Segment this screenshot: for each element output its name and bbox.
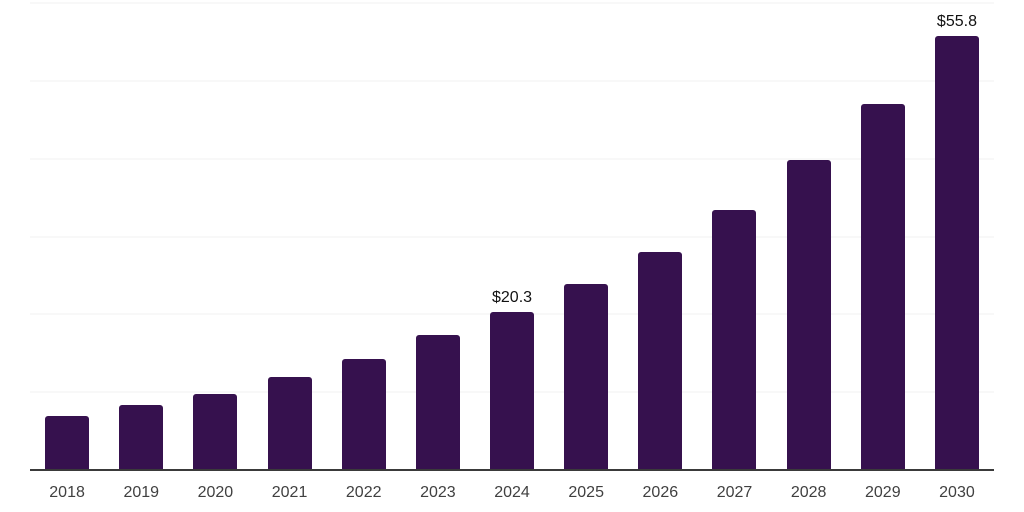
bar-slot-2024: $20.3 bbox=[475, 3, 549, 470]
bar-value-label-2024: $20.3 bbox=[491, 289, 533, 306]
x-tick-label-2025: 2025 bbox=[568, 484, 604, 501]
x-tick-label-2018: 2018 bbox=[49, 484, 85, 501]
bar-2020 bbox=[193, 393, 238, 470]
bar-slot-2025 bbox=[549, 3, 623, 470]
bar-slot-2018 bbox=[30, 3, 104, 470]
bar-2029 bbox=[860, 104, 905, 470]
bar-slot-2026 bbox=[623, 3, 697, 470]
plot-area: $20.3 $55.8 bbox=[30, 2, 994, 470]
bar-slot-2021 bbox=[252, 3, 326, 470]
bar-2023 bbox=[415, 335, 460, 470]
x-tick-label-2022: 2022 bbox=[345, 484, 382, 501]
bar-slot-2029 bbox=[846, 3, 920, 470]
bar-2019 bbox=[119, 404, 164, 470]
x-tick-label-2027: 2027 bbox=[716, 484, 753, 501]
bar-slot-2027 bbox=[697, 3, 771, 470]
x-tick-label-2024: 2024 bbox=[494, 484, 530, 501]
x-tick-label-2028: 2028 bbox=[790, 484, 827, 501]
bar-slot-2023 bbox=[401, 3, 475, 470]
bar-2021 bbox=[267, 377, 312, 470]
bar-2025 bbox=[564, 283, 609, 470]
x-tick-label-2030: 2030 bbox=[939, 484, 975, 501]
x-tick-label-2019: 2019 bbox=[123, 484, 160, 501]
gridline-40 bbox=[30, 158, 994, 160]
bar-2018 bbox=[45, 415, 90, 470]
bar-2030: $55.8 bbox=[934, 13, 979, 470]
x-tick-label-2029: 2029 bbox=[865, 484, 901, 501]
bar-value-label-2030: $55.8 bbox=[936, 12, 977, 30]
x-axis-line bbox=[30, 469, 994, 471]
bar-slot-2019 bbox=[104, 3, 178, 470]
x-tick-label-2026: 2026 bbox=[642, 484, 679, 501]
bar-2028 bbox=[786, 160, 831, 470]
bar-slot-2028 bbox=[772, 3, 846, 470]
bar-2026 bbox=[638, 252, 683, 470]
x-axis-labels: 2018 2019 2020 2021 2022 2023 2024 2025 2026 2027… bbox=[30, 471, 994, 502]
gridline-50 bbox=[30, 80, 994, 82]
bars: $20.3 $55.8 bbox=[30, 3, 994, 470]
bar-2024: $20.3 bbox=[490, 289, 535, 470]
gridline-30 bbox=[30, 236, 994, 237]
x-tick-label-2023: 2023 bbox=[420, 484, 456, 501]
x-tick-label-2020: 2020 bbox=[197, 484, 234, 501]
bar-2022 bbox=[341, 358, 386, 470]
bar-slot-2030: $55.8 bbox=[920, 3, 994, 470]
bar-slot-2022 bbox=[327, 3, 401, 470]
gridline-60 bbox=[30, 2, 994, 4]
bar-slot-2020 bbox=[178, 3, 252, 470]
bar-2027 bbox=[712, 210, 757, 470]
x-tick-label-2021: 2021 bbox=[271, 484, 308, 501]
